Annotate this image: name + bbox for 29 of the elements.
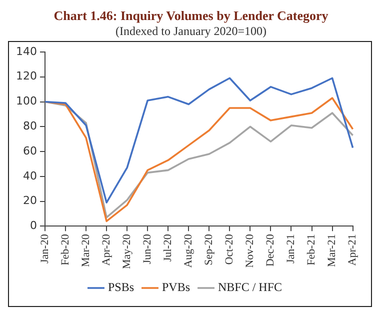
x-tick-label: Aug-20 [182,234,195,268]
x-tick-label: Apr-21 [346,234,359,266]
y-tick-label: 140 [16,44,37,58]
x-tick-label: Nov-20 [244,234,256,268]
x-tick-label: Mar-20 [80,234,92,267]
x-tick-label: Jan-20 [38,234,51,264]
x-tick-label: Feb-20 [59,234,72,266]
y-tick-label: 80 [22,120,37,133]
x-tick-label: Oct-20 [224,234,236,265]
y-tick-label: 60 [22,144,37,158]
x-tick-label: Jun-20 [141,234,154,264]
x-tick-label: Dec-20 [264,234,277,267]
x-tick-label: Jul-20 [162,234,174,262]
y-tick-label: 20 [22,194,37,208]
x-tick-label: Mar-21 [326,234,338,267]
y-tick-label: 100 [16,94,37,108]
x-tick-label: Apr-20 [100,234,112,266]
legend-label: PVBs [162,280,190,294]
chart-title: Chart 1.46: Inquiry Volumes by Lender Category [52,8,330,24]
x-tick-label: May-20 [120,234,133,269]
x-tick-label: Feb-21 [306,234,318,266]
y-tick-label: 40 [22,169,37,182]
y-tick-label: 0 [30,219,37,232]
x-tick-label: Jan-21 [285,234,298,264]
chart-subtitle: (Indexed to January 2020=100) [114,24,268,39]
x-tick-label: Sep-20 [203,234,216,266]
y-tick-label: 120 [16,70,37,83]
legend-label: NBFC / HFC [218,280,282,294]
legend-label: PSBs [108,280,134,294]
